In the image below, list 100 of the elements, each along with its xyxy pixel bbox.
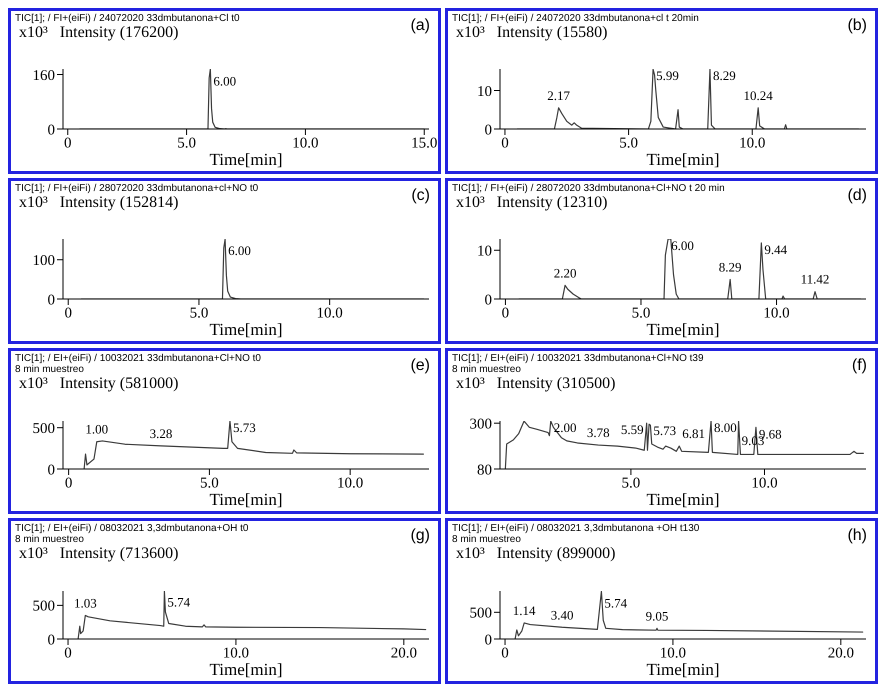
x-tick-label: 5.0 bbox=[200, 476, 219, 492]
y-axis-title: x10³ Intensity (581000) bbox=[18, 375, 180, 393]
chart-title: TIC[1]; / EI+(eiFi) / 08032021 3,3dmbutanona+OH t0 bbox=[15, 523, 248, 534]
annotation: 6.81 bbox=[682, 426, 706, 442]
y-tick-label: 80 bbox=[477, 462, 492, 478]
y-tick-label: 0 bbox=[48, 292, 55, 308]
x-axis-title: Time[min] bbox=[646, 660, 720, 679]
x-tick-label: 10.0 bbox=[222, 646, 250, 662]
x-tick-label: 0 bbox=[64, 306, 72, 322]
x-tick-label: 10.0 bbox=[316, 306, 343, 322]
chart-subtitle: 8 min muestreo bbox=[15, 534, 84, 545]
x-tick-label: 0 bbox=[64, 646, 72, 662]
text: (a) bbox=[410, 17, 430, 35]
annotation: 6.00 bbox=[671, 238, 694, 253]
y-tick-label: 160 bbox=[32, 68, 55, 84]
annotation: 5.73 bbox=[232, 420, 256, 435]
annotation: 6.00 bbox=[213, 74, 236, 89]
x-tick-label: 0 bbox=[501, 136, 509, 152]
annotation: 1.03 bbox=[74, 595, 97, 610]
annotation: 8.29 bbox=[718, 260, 742, 275]
annotation: 8.00 bbox=[714, 420, 737, 436]
x-tick-label: 0 bbox=[64, 476, 72, 492]
x-tick-label: 5.0 bbox=[619, 136, 638, 152]
annotation: 5.74 bbox=[167, 594, 191, 610]
x-tick-label: 20.0 bbox=[828, 646, 854, 662]
x-tick-label: 5.0 bbox=[177, 136, 196, 152]
y-tick-label: 0 bbox=[48, 632, 55, 648]
annotation: 5.59 bbox=[620, 422, 644, 438]
annotation: 9.44 bbox=[764, 242, 788, 257]
line-series bbox=[514, 591, 864, 639]
x-tick-label: 10.0 bbox=[751, 476, 778, 492]
y-axis-title: x10³ Intensity (15580) bbox=[456, 24, 608, 41]
x-axis-title: Time[min] bbox=[209, 660, 283, 679]
y-tick-label: 0 bbox=[484, 632, 492, 648]
x-tick-label: 0 bbox=[501, 646, 509, 662]
annotation: 1.00 bbox=[85, 422, 108, 437]
chart-subtitle: 8 min muestreo bbox=[452, 364, 521, 375]
annotation: 11.42 bbox=[800, 272, 830, 287]
x-tick-label: 0 bbox=[64, 136, 72, 152]
chart-title: TIC[1]; / EI+(eiFi) / 08032021 3,3dmbutanona +OH t130 bbox=[452, 523, 700, 534]
y-axis-title: x10³ Intensity (12310) bbox=[456, 194, 608, 211]
x-tick-label: 5.0 bbox=[632, 306, 650, 322]
y-axis-title: x10³ Intensity (152814) bbox=[19, 194, 178, 211]
line-series bbox=[84, 421, 424, 469]
annotation: 3.28 bbox=[150, 426, 172, 441]
annotation: 3.78 bbox=[586, 425, 610, 440]
chart-subtitle: 8 min muestreo bbox=[452, 534, 521, 545]
y-axis-title: x10³ Intensity (176200) bbox=[19, 24, 178, 41]
annotation: 1.14 bbox=[512, 602, 536, 618]
annotation: 10.24 bbox=[744, 88, 774, 103]
annotation: 2.00 bbox=[554, 420, 577, 436]
y-axis-title: x10³ Intensity (310500) bbox=[455, 375, 616, 393]
annotation: 5.74 bbox=[604, 595, 628, 610]
x-axis-title: Time[min] bbox=[209, 150, 283, 169]
chart-title: TIC[1]; / EI+(eiFi) / 10032021 33dmbutanona+Cl+NO t0 bbox=[15, 353, 261, 364]
x-tick-label: 10.0 bbox=[292, 136, 319, 152]
y-tick-label: 0 bbox=[484, 292, 492, 308]
x-tick-label: 10.0 bbox=[660, 646, 686, 662]
x-tick-label: 10.0 bbox=[337, 476, 364, 492]
annotation: 2.17 bbox=[547, 88, 570, 103]
y-tick-label: 10 bbox=[477, 84, 492, 100]
x-tick-label: 15.0 bbox=[411, 136, 438, 152]
y-tick-label: 0 bbox=[484, 122, 492, 138]
y-axis-title: x10³ Intensity (899000) bbox=[455, 545, 616, 563]
text: (e) bbox=[410, 357, 430, 375]
text: (g) bbox=[410, 527, 430, 545]
annotation: 5.99 bbox=[656, 68, 679, 83]
x-axis-title: Time[min] bbox=[646, 490, 720, 509]
annotation: 9.05 bbox=[646, 608, 668, 624]
annotation: 2.20 bbox=[554, 265, 576, 280]
text: (h) bbox=[847, 527, 867, 545]
chart-title: TIC[1]; / EI+(eiFi) / 10032021 33dmbutanona+Cl+NO t39 bbox=[452, 353, 704, 364]
chart-title: TIC[1]; / FI+(eiFi) / 24072020 33dmbutanona+Cl t0 bbox=[15, 13, 240, 24]
y-tick-label: 0 bbox=[48, 122, 55, 138]
x-axis-title: Time[min] bbox=[209, 490, 283, 509]
chart-title: TIC[1]; / FI+(eiFi) / 28072020 33dmbutanona+cl+NO t0 bbox=[15, 183, 258, 194]
y-tick-label: 500 bbox=[470, 606, 492, 622]
y-tick-label: 500 bbox=[32, 598, 55, 615]
x-tick-label: 5.0 bbox=[190, 306, 208, 322]
y-tick-label: 500 bbox=[32, 421, 55, 438]
chart-title: TIC[1]; / FI+(eiFi) / 24072020 33dmbutanona+cl t 20min bbox=[452, 13, 699, 24]
text: (b) bbox=[847, 17, 867, 35]
y-tick-label: 100 bbox=[32, 253, 55, 270]
y-tick-label: 0 bbox=[48, 462, 55, 478]
line-series bbox=[504, 421, 864, 469]
text: (c) bbox=[411, 187, 430, 205]
annotation: 3.40 bbox=[550, 607, 574, 622]
y-tick-label: 10 bbox=[477, 244, 492, 260]
annotation: 8.29 bbox=[712, 68, 736, 83]
text: (f) bbox=[852, 357, 867, 375]
chart-title: TIC[1]; / FI+(eiFi) / 28072020 33dmbutanona+Cl+NO t 20 min bbox=[452, 183, 725, 194]
x-axis-title: Time[min] bbox=[209, 320, 283, 339]
x-tick-label: 10.0 bbox=[763, 306, 790, 322]
x-tick-label: 20.0 bbox=[390, 646, 417, 662]
chart-subtitle: 8 min muestreo bbox=[15, 364, 84, 375]
x-tick-label: 10.0 bbox=[739, 136, 766, 152]
annotation: 6.00 bbox=[228, 243, 251, 258]
text: (d) bbox=[847, 187, 867, 205]
x-axis-title: Time[min] bbox=[646, 150, 720, 169]
annotation: 5.73 bbox=[653, 423, 676, 438]
